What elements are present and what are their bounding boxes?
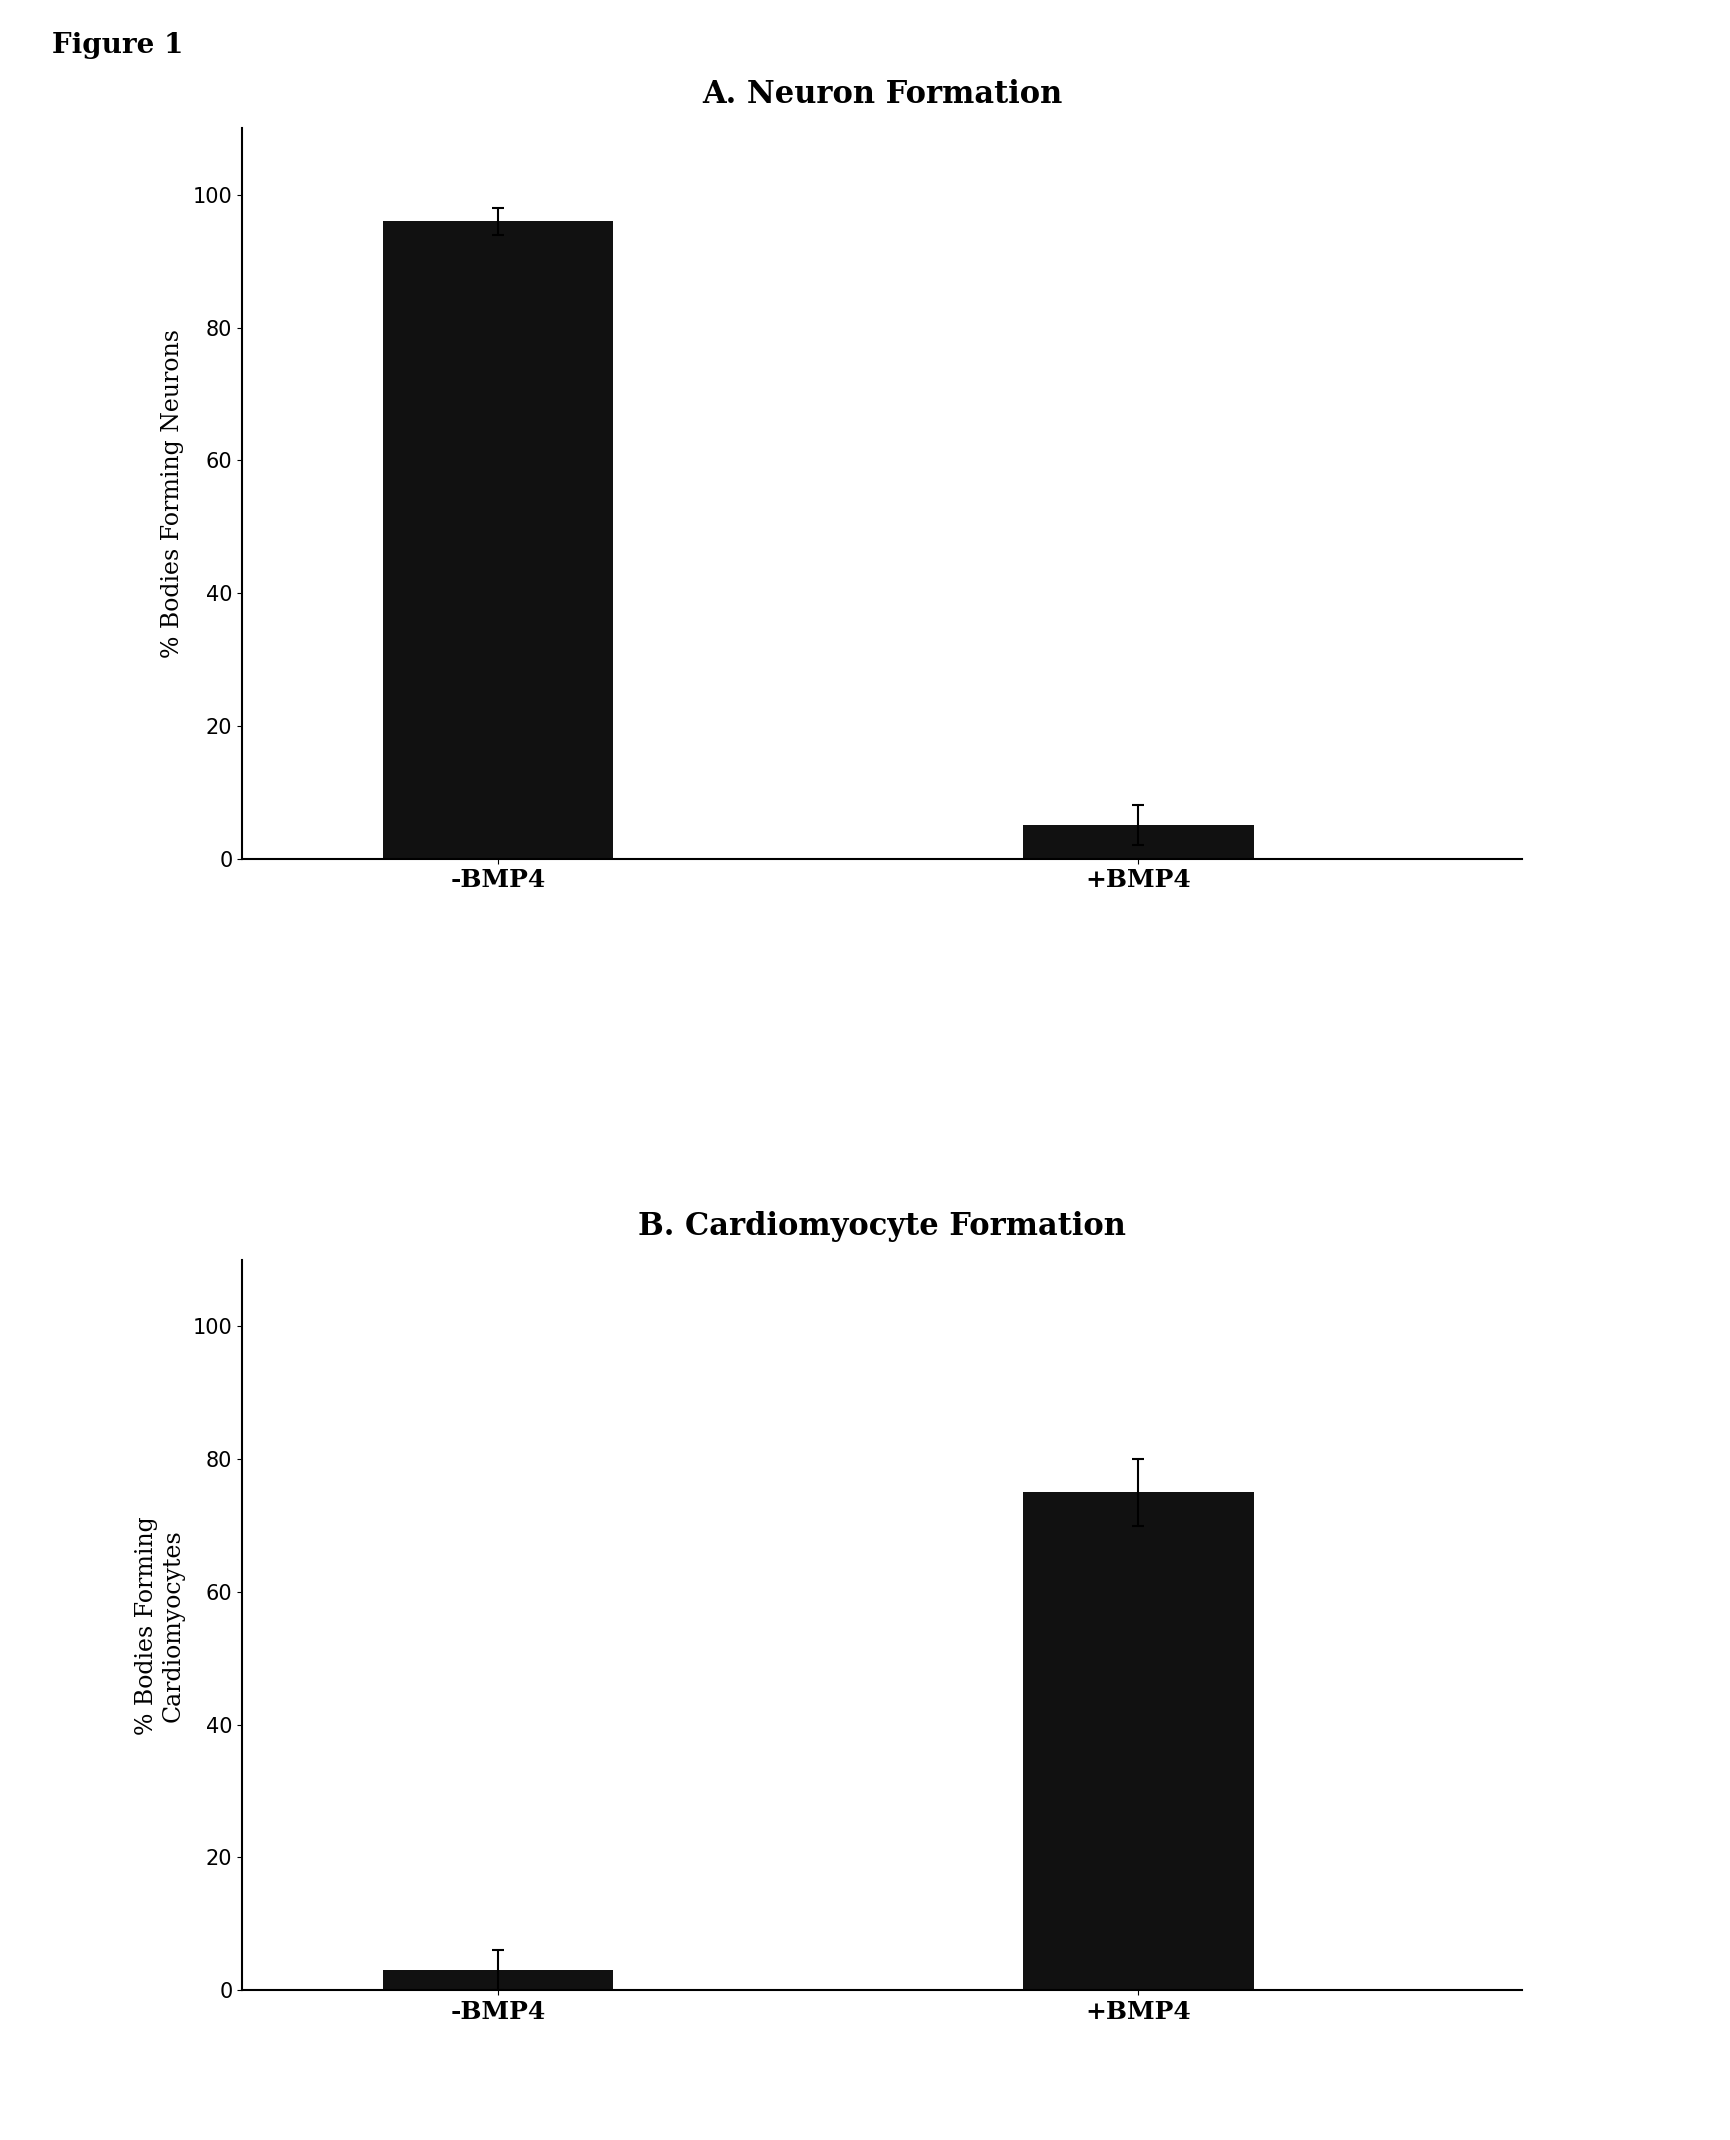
Y-axis label: % Bodies Forming
Cardiomyocytes: % Bodies Forming Cardiomyocytes <box>135 1515 185 1736</box>
Y-axis label: % Bodies Forming Neurons: % Bodies Forming Neurons <box>161 330 185 657</box>
Bar <box>382 1971 614 1990</box>
Text: Figure 1: Figure 1 <box>52 32 183 60</box>
Bar <box>1022 826 1254 858</box>
Title: A. Neuron Formation: A. Neuron Formation <box>702 79 1062 111</box>
Title: B. Cardiomyocyte Formation: B. Cardiomyocyte Formation <box>638 1211 1126 1241</box>
Bar <box>382 220 614 858</box>
Bar <box>1022 1492 1254 1990</box>
